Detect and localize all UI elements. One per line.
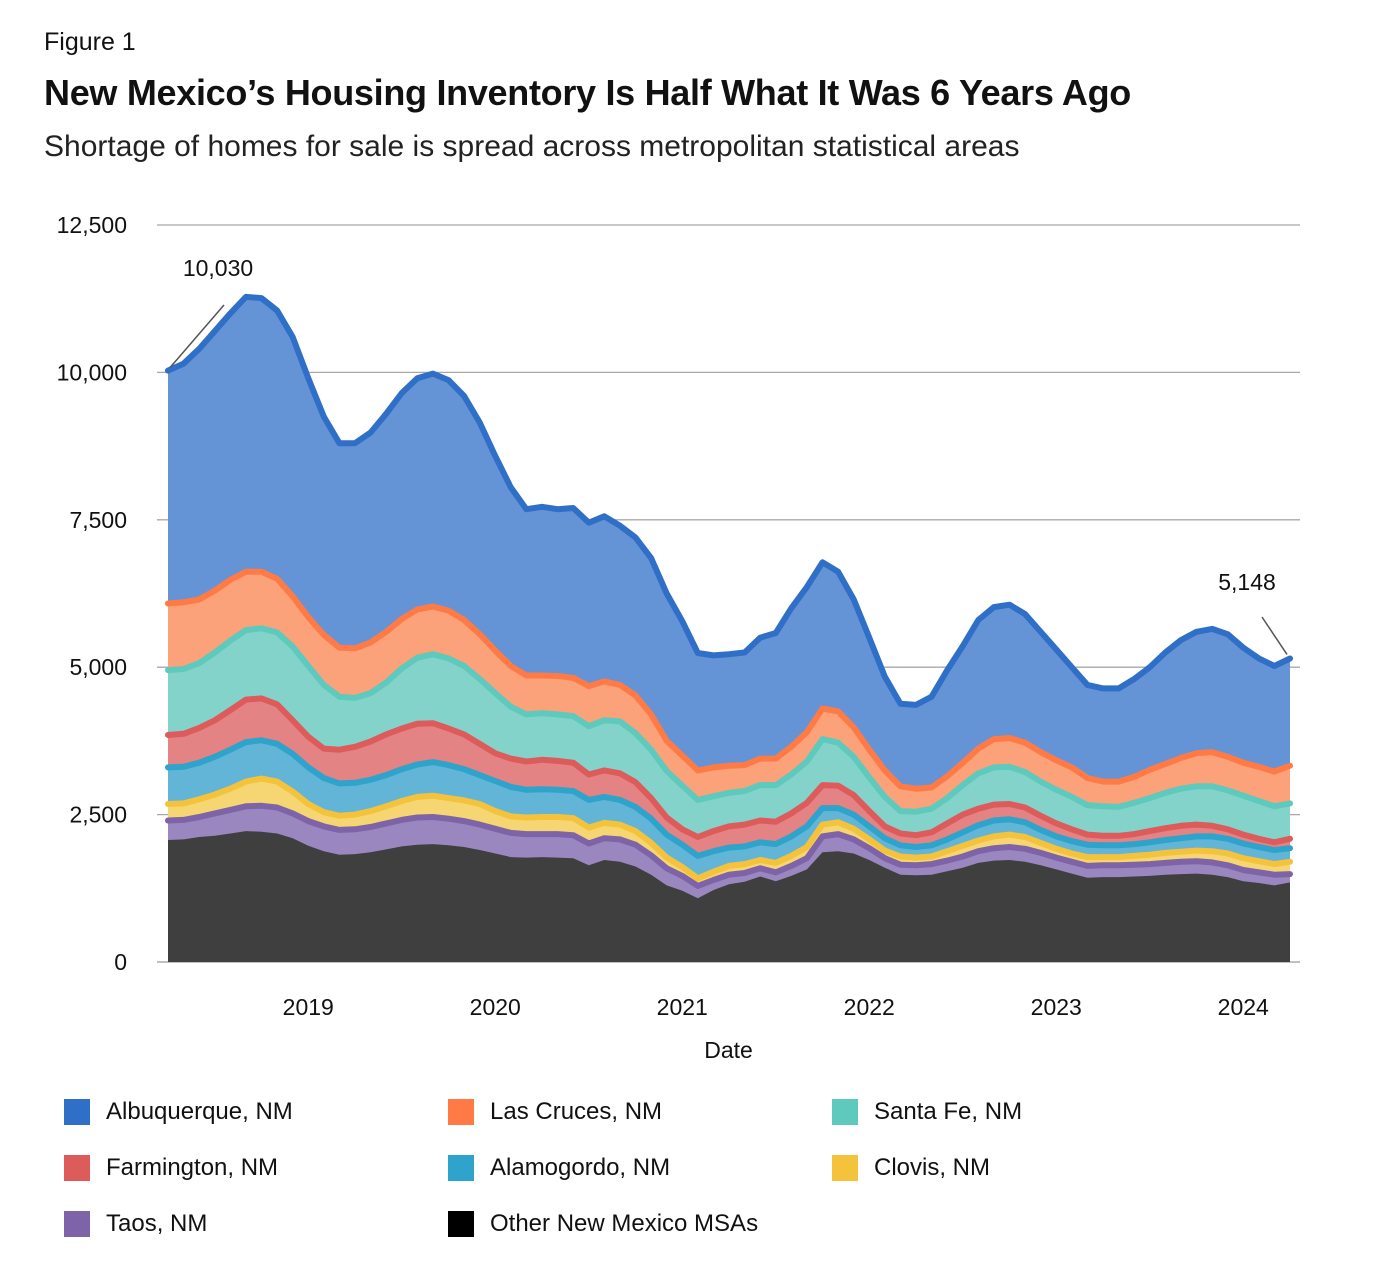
x-tick-label: 2023 bbox=[1031, 994, 1082, 1020]
x-tick-label: 2021 bbox=[657, 994, 708, 1020]
x-axis-title: Date bbox=[704, 1037, 753, 1063]
annotation-start-value: 10,030 bbox=[183, 255, 253, 281]
legend-item-las-cruces: Las Cruces, NM bbox=[448, 1098, 662, 1126]
legend-swatch-albuquerque bbox=[64, 1099, 90, 1125]
legend-swatch-other-msas bbox=[448, 1211, 474, 1237]
line-santa-fe-nm bbox=[165, 625, 1293, 815]
legend-label-las-cruces: Las Cruces, NM bbox=[490, 1098, 663, 1125]
legend-swatch-farmington bbox=[64, 1155, 90, 1181]
y-tick-label: 2,500 bbox=[69, 802, 127, 828]
chart-title: New Mexico’s Housing Inventory Is Half W… bbox=[44, 72, 1131, 113]
x-tick-label: 2019 bbox=[283, 994, 334, 1020]
legend-label-taos: Taos, NM bbox=[106, 1210, 208, 1237]
legend-item-alamogordo: Alamogordo, NM bbox=[448, 1154, 670, 1182]
legend-label-farmington: Farmington, NM bbox=[106, 1154, 279, 1181]
area-other-new-mexico-msas bbox=[168, 831, 1290, 962]
line-alamogordo-nm bbox=[165, 737, 1293, 859]
line-farmington-nm bbox=[165, 695, 1293, 846]
y-tick-label: 10,000 bbox=[57, 359, 127, 385]
annotation-leader-end bbox=[1261, 616, 1288, 655]
legend: Albuquerque, NM Las Cruces, NM Santa Fe,… bbox=[64, 1098, 1264, 1268]
figure-label: Figure 1 bbox=[44, 28, 136, 56]
legend-label-albuquerque: Albuquerque, NM bbox=[106, 1098, 293, 1125]
legend-label-clovis: Clovis, NM bbox=[874, 1154, 991, 1181]
annotation-end-value: 5,148 bbox=[1218, 569, 1276, 595]
legend-swatch-alamogordo bbox=[448, 1155, 474, 1181]
legend-item-santa-fe: Santa Fe, NM bbox=[832, 1098, 1022, 1126]
legend-label-alamogordo: Alamogordo, NM bbox=[490, 1154, 671, 1181]
chart-subtitle: Shortage of homes for sale is spread acr… bbox=[44, 130, 1020, 163]
legend-swatch-clovis bbox=[832, 1155, 858, 1181]
line-las-cruces-nm bbox=[165, 568, 1293, 792]
y-tick-label: 0 bbox=[114, 949, 127, 975]
line-albuquerque-nm bbox=[165, 293, 1293, 708]
line-clovis-nm bbox=[165, 775, 1293, 882]
stacked-area-chart: 0 2,500 5,000 7,500 10,000 12,500 2019 2020 2021… bbox=[57, 212, 1300, 1063]
annotation-leader-start bbox=[169, 304, 225, 369]
legend-item-farmington: Farmington, NM bbox=[64, 1154, 278, 1182]
x-tick-label: 2024 bbox=[1218, 994, 1269, 1020]
legend-swatch-las-cruces bbox=[448, 1099, 474, 1125]
legend-label-santa-fe: Santa Fe, NM bbox=[874, 1098, 1023, 1125]
legend-item-clovis: Clovis, NM bbox=[832, 1154, 990, 1182]
legend-item-other-msas: Other New Mexico MSAs bbox=[448, 1210, 758, 1238]
line-taos-nm bbox=[165, 802, 1293, 889]
legend-label-other-msas: Other New Mexico MSAs bbox=[490, 1210, 759, 1237]
legend-swatch-taos bbox=[64, 1211, 90, 1237]
y-tick-label: 12,500 bbox=[57, 212, 127, 238]
x-tick-label: 2020 bbox=[470, 994, 521, 1020]
y-tick-label: 5,000 bbox=[69, 654, 127, 680]
legend-item-albuquerque: Albuquerque, NM bbox=[64, 1098, 293, 1126]
y-tick-label: 7,500 bbox=[69, 507, 127, 533]
legend-item-taos: Taos, NM bbox=[64, 1210, 207, 1238]
x-tick-label: 2022 bbox=[844, 994, 895, 1020]
legend-swatch-santa-fe bbox=[832, 1099, 858, 1125]
